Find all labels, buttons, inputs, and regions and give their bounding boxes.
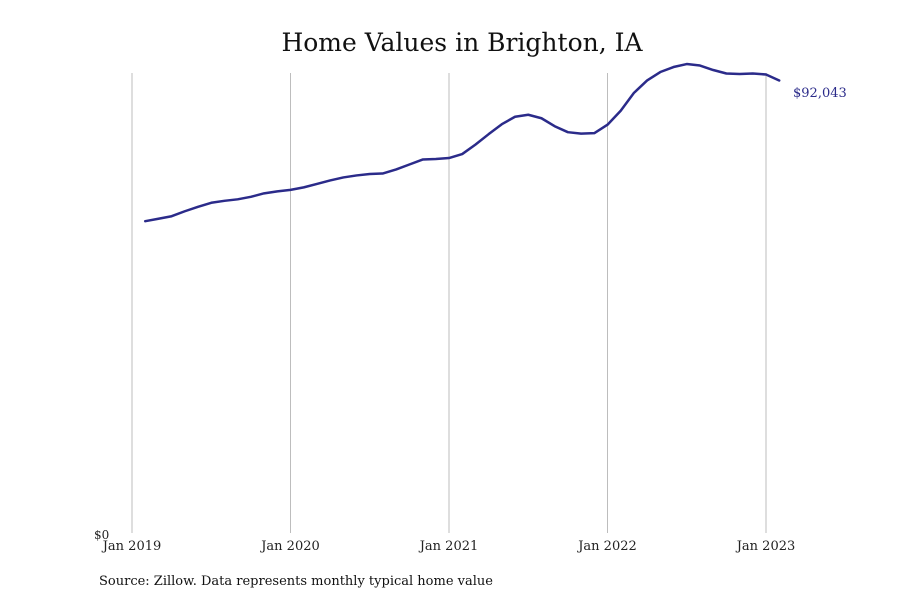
chart-title: Home Values in Brighton, IA bbox=[281, 28, 643, 57]
end-value-label: $92,043 bbox=[793, 86, 847, 101]
series-line-home-values bbox=[143, 62, 781, 223]
x-tick-label-jan-2021: Jan 2021 bbox=[418, 539, 479, 554]
x-axis-tick-labels: Jan 2019 Jan 2020 Jan 2021 Jan 2022 Jan 2023 bbox=[101, 539, 796, 554]
source-note: Source: Zillow. Data represents monthly … bbox=[99, 574, 493, 589]
y-axis-zero-label: $0 bbox=[94, 528, 109, 542]
gridlines bbox=[131, 73, 767, 533]
x-tick-label-jan-2023: Jan 2023 bbox=[735, 539, 796, 554]
x-tick-label-jan-2019: Jan 2019 bbox=[101, 539, 162, 554]
x-tick-label-jan-2020: Jan 2020 bbox=[259, 539, 320, 554]
x-tick-label-jan-2022: Jan 2022 bbox=[576, 539, 637, 554]
